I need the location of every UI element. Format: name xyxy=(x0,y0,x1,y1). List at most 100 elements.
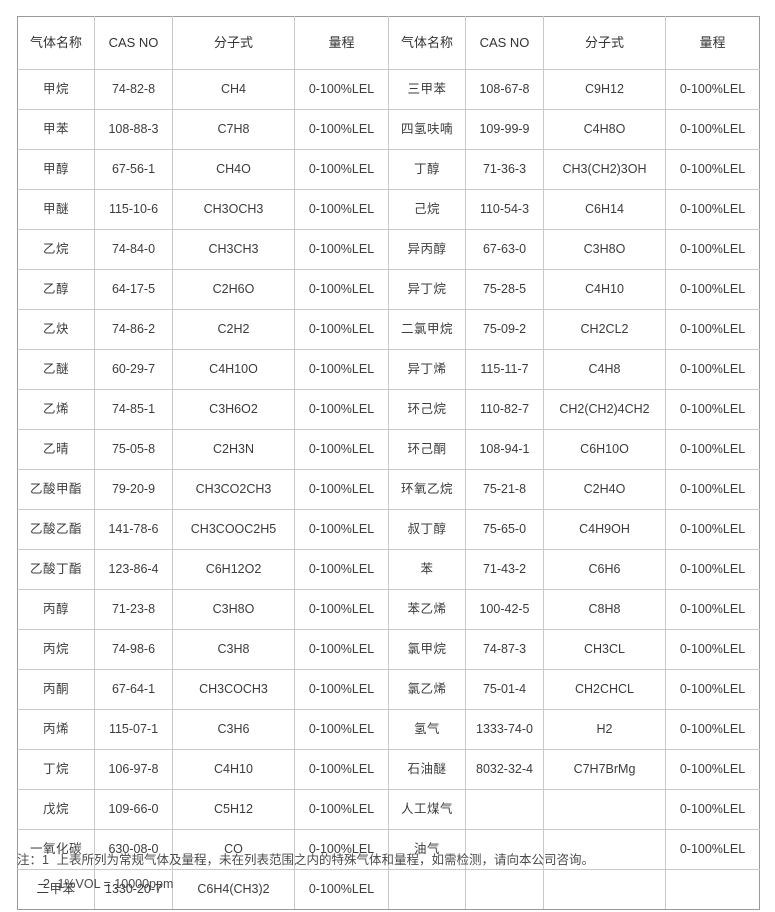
cell-gas-name-left: 丙烷 xyxy=(17,629,95,670)
cell-cas-no-left: 115-10-6 xyxy=(94,189,173,230)
cell-cas-no-left: 79-20-9 xyxy=(94,469,173,510)
cell-range-right: 0-100%LEL xyxy=(665,589,760,630)
cell-range-right: 0-100%LEL xyxy=(665,349,760,390)
table-row: 甲苯 108-88-3 C7H8 0-100%LEL 四氢呋喃 109-99-9 C4H8O… xyxy=(17,109,760,150)
cell-formula-right: C4H10 xyxy=(543,269,666,310)
cell-formula-left: CH3COOC2H5 xyxy=(172,509,295,550)
cell-formula-right: CH2CHCL xyxy=(543,669,666,710)
cell-cas-no-left: 109-66-0 xyxy=(94,789,173,830)
table-row: 丙醇 71-23-8 C3H8O 0-100%LEL 苯乙烯 100-42-5 C8H8 0-… xyxy=(17,589,760,630)
cell-range-right: 0-100%LEL xyxy=(665,429,760,470)
cell-range-left: 0-100%LEL xyxy=(294,149,389,190)
cell-formula-left: C3H8 xyxy=(172,629,295,670)
cell-range-left: 0-100%LEL xyxy=(294,789,389,830)
cell-formula-right: CH3(CH2)3OH xyxy=(543,149,666,190)
table-row: 甲醇 67-56-1 CH4O 0-100%LEL 丁醇 71-36-3 CH3(CH2)3… xyxy=(17,149,760,190)
cell-range-right: 0-100%LEL xyxy=(665,189,760,230)
table-row: 乙烷 74-84-0 CH3CH3 0-100%LEL 异丙醇 67-63-0 C3H8O 0… xyxy=(17,229,760,270)
cell-range-left: 0-100%LEL xyxy=(294,549,389,590)
table-header: 气体名称 CAS NO 分子式 量程 气体名称 CAS NO 分子式 量程 xyxy=(17,16,760,70)
cell-cas-no-left: 60-29-7 xyxy=(94,349,173,390)
table-row: 丙酮 67-64-1 CH3COCH3 0-100%LEL 氯乙烯 75-01-4 CH2C… xyxy=(17,669,760,710)
cell-cas-no-right: 100-42-5 xyxy=(465,589,544,630)
cell-formula-right: CH3CL xyxy=(543,629,666,670)
cell-cas-no-left: 141-78-6 xyxy=(94,509,173,550)
notes-label: 注： xyxy=(17,853,43,867)
gas-range-table-container: 气体名称 CAS NO 分子式 量程 气体名称 CAS NO 分子式 量程 甲烷… xyxy=(17,16,760,910)
table-row: 二甲苯 1330-20-7 C6H4(CH3)2 0-100%LEL xyxy=(17,869,760,910)
cell-cas-no-right: 109-99-9 xyxy=(465,109,544,150)
cell-gas-name-right: 环氧乙烷 xyxy=(388,469,466,510)
cell-gas-name-left: 丁烷 xyxy=(17,749,95,790)
cell-gas-name-left: 二甲苯 xyxy=(17,869,95,910)
header-row: 气体名称 CAS NO 分子式 量程 气体名称 CAS NO 分子式 量程 xyxy=(17,16,760,70)
table-body: 甲烷 74-82-8 CH4 0-100%LEL 三甲苯 108-67-8 C9H12 0-1… xyxy=(17,69,760,910)
cell-formula-right: CH2CL2 xyxy=(543,309,666,350)
cell-gas-name-right xyxy=(388,869,466,910)
cell-formula-left: C4H10O xyxy=(172,349,295,390)
cell-gas-name-right: 丁醇 xyxy=(388,149,466,190)
cell-range-left: 0-100%LEL xyxy=(294,189,389,230)
cell-formula-right: C6H10O xyxy=(543,429,666,470)
cell-formula-left: CH3CO2CH3 xyxy=(172,469,295,510)
cell-gas-name-left: 乙烯 xyxy=(17,389,95,430)
cell-gas-name-right: 苯乙烯 xyxy=(388,589,466,630)
table-row: 一氧化碳 630-08-0 CO 0-100%LEL 油气 0-100%LEL xyxy=(17,829,760,870)
cell-formula-left: CH3OCH3 xyxy=(172,189,295,230)
note-text-1: 上表所列为常规气体及量程，未在列表范围之内的特殊气体和量程，如需检测，请向本公司… xyxy=(56,853,594,867)
cell-range-left: 0-100%LEL xyxy=(294,349,389,390)
cell-range-left: 0-100%LEL xyxy=(294,69,389,110)
cell-range-right: 0-100%LEL xyxy=(665,789,760,830)
cell-gas-name-right: 氢气 xyxy=(388,709,466,750)
cell-formula-right: C3H8O xyxy=(543,229,666,270)
cell-cas-no-left: 67-56-1 xyxy=(94,149,173,190)
gas-range-table: 气体名称 CAS NO 分子式 量程 气体名称 CAS NO 分子式 量程 甲烷… xyxy=(17,16,760,910)
cell-gas-name-right: 四氢呋喃 xyxy=(388,109,466,150)
cell-cas-no-left: 67-64-1 xyxy=(94,669,173,710)
cell-formula-right: C2H4O xyxy=(543,469,666,510)
cell-gas-name-left: 甲醇 xyxy=(17,149,95,190)
cell-gas-name-right: 二氯甲烷 xyxy=(388,309,466,350)
cell-range-right: 0-100%LEL xyxy=(665,309,760,350)
table-row: 甲烷 74-82-8 CH4 0-100%LEL 三甲苯 108-67-8 C9H12 0-1… xyxy=(17,69,760,110)
cell-cas-no-right: 75-01-4 xyxy=(465,669,544,710)
cell-cas-no-right: 110-54-3 xyxy=(465,189,544,230)
cell-cas-no-left: 75-05-8 xyxy=(94,429,173,470)
header-range-left: 量程 xyxy=(294,16,389,70)
cell-formula-left: C6H12O2 xyxy=(172,549,295,590)
cell-range-right: 0-100%LEL xyxy=(665,749,760,790)
cell-cas-no-right: 108-67-8 xyxy=(465,69,544,110)
cell-range-left: 0-100%LEL xyxy=(294,309,389,350)
cell-range-left: 0-100%LEL xyxy=(294,109,389,150)
cell-range-left: 0-100%LEL xyxy=(294,869,389,910)
cell-range-left: 0-100%LEL xyxy=(294,709,389,750)
cell-formula-left: CH4 xyxy=(172,69,295,110)
cell-formula-right: C9H12 xyxy=(543,69,666,110)
cell-gas-name-right: 异丁烷 xyxy=(388,269,466,310)
cell-formula-left: C2H6O xyxy=(172,269,295,310)
cell-formula-right: C6H6 xyxy=(543,549,666,590)
cell-range-right: 0-100%LEL xyxy=(665,629,760,670)
cell-range-left: 0-100%LEL xyxy=(294,589,389,630)
cell-gas-name-left: 乙酸甲酯 xyxy=(17,469,95,510)
cell-formula-left: C5H12 xyxy=(172,789,295,830)
cell-cas-no-right: 74-87-3 xyxy=(465,629,544,670)
cell-cas-no-left: 64-17-5 xyxy=(94,269,173,310)
header-cas-no-right: CAS NO xyxy=(465,16,544,70)
table-row: 乙酸丁酯 123-86-4 C6H12O2 0-100%LEL 苯 71-43-2 C6H6… xyxy=(17,549,760,590)
cell-gas-name-left: 甲苯 xyxy=(17,109,95,150)
cell-gas-name-right: 己烷 xyxy=(388,189,466,230)
cell-cas-no-right: 115-11-7 xyxy=(465,349,544,390)
cell-formula-left: C4H10 xyxy=(172,749,295,790)
cell-formula-left: C2H2 xyxy=(172,309,295,350)
cell-formula-right: C4H8 xyxy=(543,349,666,390)
cell-formula-right xyxy=(543,869,666,910)
cell-gas-name-left: 甲醚 xyxy=(17,189,95,230)
cell-gas-name-right: 异丙醇 xyxy=(388,229,466,270)
cell-formula-left: C3H6 xyxy=(172,709,295,750)
cell-cas-no-right: 71-43-2 xyxy=(465,549,544,590)
cell-cas-no-left: 115-07-1 xyxy=(94,709,173,750)
cell-range-left: 0-100%LEL xyxy=(294,509,389,550)
cell-cas-no-right xyxy=(465,869,544,910)
cell-gas-name-left: 乙醇 xyxy=(17,269,95,310)
